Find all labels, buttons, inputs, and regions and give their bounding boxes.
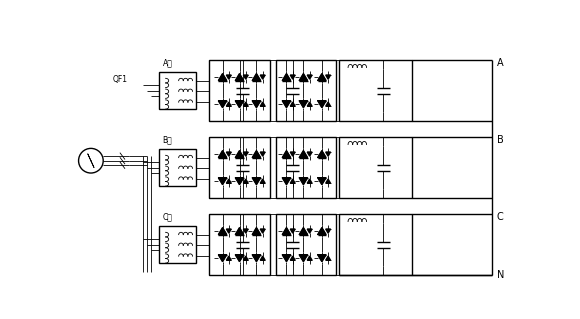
Polygon shape [235,151,244,158]
Polygon shape [235,178,244,185]
Polygon shape [235,74,244,81]
Polygon shape [252,178,260,185]
Polygon shape [326,102,331,106]
Text: N: N [496,271,504,280]
Text: B相: B相 [162,136,172,145]
Polygon shape [282,255,291,262]
Bar [209,214,270,275]
Polygon shape [260,256,265,260]
Polygon shape [326,229,331,233]
Polygon shape [252,101,260,108]
Polygon shape [282,101,291,108]
Polygon shape [226,102,231,106]
Polygon shape [252,74,260,81]
Polygon shape [244,179,248,183]
Polygon shape [307,229,312,233]
Polygon shape [326,256,331,260]
Polygon shape [260,152,265,156]
Polygon shape [282,151,291,158]
Polygon shape [226,179,231,183]
Polygon shape [307,179,312,183]
Polygon shape [307,152,312,156]
Polygon shape [318,74,326,81]
Polygon shape [299,101,307,108]
Polygon shape [307,256,312,260]
Polygon shape [235,255,244,262]
Polygon shape [260,75,265,79]
Text: QF1: QF1 [113,75,128,84]
Polygon shape [219,101,227,108]
Polygon shape [318,151,326,158]
Polygon shape [260,179,265,183]
Polygon shape [290,152,295,156]
Text: A相: A相 [162,59,172,68]
Polygon shape [282,74,291,81]
Polygon shape [307,75,312,79]
Polygon shape [299,228,307,234]
Polygon shape [260,102,265,106]
Polygon shape [307,102,312,106]
Polygon shape [299,74,307,81]
Bar [276,137,336,198]
Text: B: B [496,135,503,145]
Polygon shape [318,178,326,185]
Polygon shape [318,255,326,262]
Polygon shape [299,255,307,262]
Text: C相: C相 [162,212,172,221]
Text: C: C [496,212,503,222]
Polygon shape [226,152,231,156]
Polygon shape [219,228,227,234]
Polygon shape [318,101,326,108]
Bar [159,72,195,109]
Polygon shape [252,151,260,158]
Polygon shape [244,102,248,106]
Bar [209,137,270,198]
Bar [339,214,412,275]
Bar [339,60,412,122]
Bar [159,149,195,186]
Polygon shape [290,229,295,233]
Polygon shape [290,102,295,106]
Polygon shape [326,152,331,156]
Polygon shape [219,255,227,262]
Text: A: A [496,58,503,68]
Polygon shape [290,75,295,79]
Bar [339,137,412,198]
Polygon shape [226,75,231,79]
Polygon shape [299,151,307,158]
Polygon shape [290,179,295,183]
Bar [276,60,336,122]
Polygon shape [299,178,307,185]
Polygon shape [226,229,231,233]
Polygon shape [282,228,291,234]
Bar [159,226,195,263]
Polygon shape [219,74,227,81]
Polygon shape [235,228,244,234]
Polygon shape [244,256,248,260]
Polygon shape [244,152,248,156]
Polygon shape [290,256,295,260]
Polygon shape [235,101,244,108]
Polygon shape [244,75,248,79]
Polygon shape [219,178,227,185]
Polygon shape [326,179,331,183]
Polygon shape [282,178,291,185]
Polygon shape [326,75,331,79]
Polygon shape [252,255,260,262]
Bar [209,60,270,122]
Polygon shape [252,228,260,234]
Polygon shape [219,151,227,158]
Bar [276,214,336,275]
Polygon shape [226,256,231,260]
Polygon shape [244,229,248,233]
Polygon shape [260,229,265,233]
Polygon shape [318,228,326,234]
